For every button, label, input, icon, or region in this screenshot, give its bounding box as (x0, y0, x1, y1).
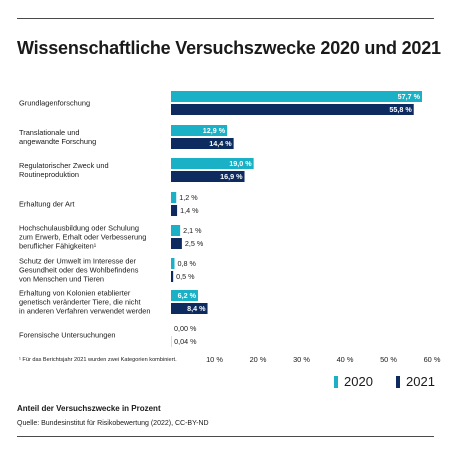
data-label-2021: 14,4 % (209, 139, 232, 148)
data-label-2020: 1,2 % (179, 193, 198, 202)
bar-2021 (171, 205, 178, 216)
x-tick-label: 50 % (380, 355, 397, 364)
category-label: Erhaltung der Art (19, 200, 74, 209)
legend-label-2021: 2021 (406, 374, 435, 389)
source-note: Quelle: Bundesinstitut für Risikobewertu… (17, 420, 209, 427)
data-label-2021: 55,8 % (389, 105, 412, 114)
bar-2021 (171, 271, 174, 282)
data-label-2021: 2,5 % (185, 239, 204, 248)
data-label-2020: 2,1 % (183, 226, 202, 235)
data-label-2020: 6,2 % (178, 291, 197, 300)
chart-title: Wissenschaftliche Versuchszwecke 2020 un… (17, 38, 441, 58)
data-label-2020: 57,7 % (398, 92, 421, 101)
category-label: Translationale und angewandte Forschung (19, 128, 96, 146)
bar-2021 (171, 138, 234, 149)
x-tick-label: 60 % (424, 355, 441, 364)
legend-label-2020: 2020 (344, 374, 373, 389)
bar-2020 (171, 192, 177, 203)
data-label-2020: 12,9 % (203, 126, 226, 135)
data-label-2020: 19,0 % (229, 159, 252, 168)
legend-item-2021: 2021 (396, 374, 435, 389)
category-label: Schutz der Umwelt im Interesse der Gesund… (19, 257, 139, 284)
bar-2021 (171, 171, 245, 182)
category-label: Forensische Untersuchungen (19, 331, 116, 340)
legend-item-2020: 2020 (334, 374, 373, 389)
bottom-rule (17, 436, 434, 437)
bar-2020 (171, 258, 175, 269)
bar-2020 (171, 290, 198, 301)
x-tick-label: 30 % (293, 355, 310, 364)
data-label-2021: 0,5 % (176, 272, 195, 281)
category-label: Grundlagenforschung (19, 99, 90, 108)
category-label: Erhaltung von Kolonien etablierter geneti… (19, 289, 150, 316)
bar-chart: Grundlagenforschung 57,7 % 55,8 % Translati… (19, 91, 441, 364)
data-label-2020: 0,00 % (174, 324, 197, 333)
data-label-2021: 1,4 % (180, 206, 199, 215)
category-label: Regulatorischer Zweck und Routineprodukti… (19, 161, 109, 179)
data-label-2021: 0,04 % (174, 337, 197, 346)
top-rule (17, 18, 434, 19)
bar-2021 (171, 303, 208, 314)
bar-2020 (171, 225, 181, 236)
footnote: ¹ Für das Berichtsjahr 2021 wurden zwei … (19, 357, 177, 363)
legend-swatch-2020 (334, 375, 338, 388)
x-tick-label: 20 % (250, 355, 267, 364)
data-label-2021: 8,4 % (187, 304, 206, 313)
bar-2020 (171, 125, 228, 136)
chart-caption: Anteil der Versuchszwecke in Prozent (17, 404, 161, 413)
x-tick-label: 40 % (337, 355, 354, 364)
bar-2021 (171, 104, 414, 115)
x-tick-label: 10 % (206, 355, 223, 364)
category-label: Hochschulausbildung oder Schulung zum Erw… (19, 224, 146, 251)
data-label-2020: 0,8 % (177, 259, 196, 268)
data-label-2021: 16,9 % (220, 172, 243, 181)
legend-swatch-2021 (396, 375, 400, 388)
bar-2021 (171, 238, 182, 249)
bar-2020 (171, 91, 422, 102)
bar-2020 (171, 158, 254, 169)
